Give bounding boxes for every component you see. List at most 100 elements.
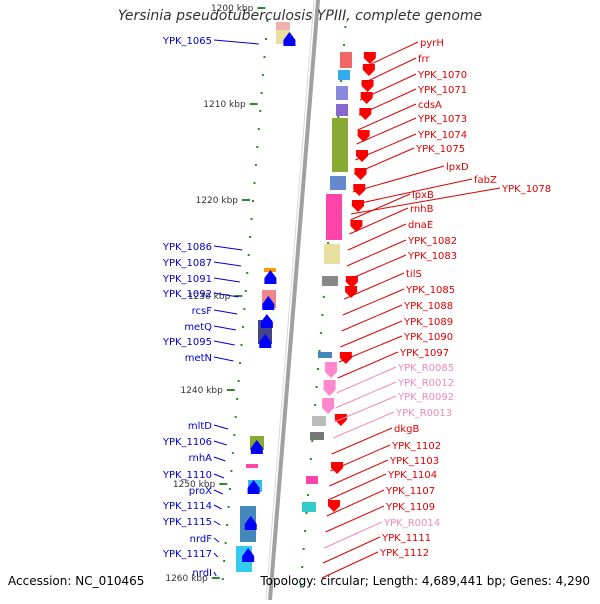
left-gene-label: YPK_1115 bbox=[162, 517, 212, 528]
right-gene-label: dkgB bbox=[394, 424, 419, 435]
right-guide-dot bbox=[319, 332, 322, 334]
right-gene-label: cdsA bbox=[418, 100, 442, 111]
forward-gene-arrow bbox=[262, 296, 275, 304]
left-guide-dot bbox=[264, 38, 267, 40]
left-gene-leader bbox=[213, 325, 237, 331]
left-guide-dot bbox=[221, 578, 224, 580]
right-guide-dot bbox=[305, 512, 308, 514]
left-gene-label: YPK_1091 bbox=[162, 274, 212, 285]
forward-gene-arrow bbox=[283, 32, 296, 40]
reverse-gene-arrow-body bbox=[357, 130, 370, 136]
right-guide-dot bbox=[311, 440, 314, 442]
right-gene-label: frr bbox=[418, 54, 430, 65]
right-gene-label: YPK_1089 bbox=[403, 317, 453, 328]
left-gene-label: YPK_1117 bbox=[162, 549, 212, 560]
reverse-gene-arrow bbox=[334, 420, 347, 426]
reverse-gene-arrow bbox=[354, 174, 367, 180]
left-guide-dot bbox=[247, 254, 250, 256]
right-guide-dot bbox=[340, 80, 343, 82]
reverse-gene-arrow bbox=[350, 226, 363, 232]
reverse-gene-arrow-body bbox=[339, 352, 352, 358]
left-gene-label: nrdI bbox=[192, 568, 212, 579]
left-gene-leader bbox=[213, 424, 229, 430]
right-gene-leader bbox=[331, 427, 393, 455]
left-guide-dot bbox=[227, 506, 230, 508]
right-gene-leader bbox=[361, 57, 417, 85]
right-gene-label: fabZ bbox=[474, 175, 497, 186]
right-gene-label: lpxB bbox=[412, 190, 434, 201]
left-guide-dot bbox=[236, 398, 239, 400]
left-gene-leader bbox=[213, 277, 240, 283]
left-gene-label: mltD bbox=[188, 421, 212, 432]
left-gene-leader bbox=[213, 340, 235, 346]
right-guide-dot bbox=[302, 548, 305, 550]
left-guide-dot bbox=[243, 308, 246, 310]
left-gene-label: nrdF bbox=[190, 534, 213, 545]
forward-gene-arrow bbox=[259, 334, 272, 342]
left-gene-label: YPK_1087 bbox=[162, 258, 212, 269]
right-guide-dot bbox=[337, 116, 340, 118]
right-guide-dot bbox=[317, 368, 320, 370]
forward-gene-arrow-body bbox=[244, 524, 257, 530]
reverse-feature-block bbox=[324, 244, 340, 264]
rna-gene-label: YPK_R0014 bbox=[383, 518, 440, 529]
right-gene-leader bbox=[324, 521, 383, 549]
left-gene-leader bbox=[213, 39, 259, 45]
reverse-gene-arrow-body bbox=[331, 462, 344, 468]
right-gene-label: YPK_1112 bbox=[379, 548, 429, 559]
genome-backbone bbox=[268, 0, 320, 601]
right-gene-label: YPK_1075 bbox=[415, 144, 465, 155]
left-guide-dot bbox=[253, 182, 256, 184]
right-gene-label: tilS bbox=[406, 269, 422, 280]
reverse-gene-arrow bbox=[360, 98, 373, 104]
rna-gene-label: YPK_R0092 bbox=[397, 392, 454, 403]
right-gene-leader bbox=[334, 395, 397, 423]
reverse-feature-block bbox=[318, 352, 332, 358]
right-gene-leader bbox=[322, 536, 381, 564]
rna-feature-arrow bbox=[323, 390, 336, 396]
reverse-gene-arrow bbox=[352, 206, 364, 212]
map-title: Yersinia pseudotuberculosis YPIII, compl… bbox=[117, 8, 483, 24]
right-gene-leader bbox=[355, 133, 417, 161]
right-gene-leader bbox=[358, 88, 417, 116]
left-guide-dot bbox=[234, 416, 237, 418]
right-gene-label: YPK_1107 bbox=[385, 486, 435, 497]
right-gene-label: YPK_1103 bbox=[389, 456, 439, 467]
forward-gene-arrow bbox=[244, 516, 257, 524]
accession-text: Accession: NC_010465 bbox=[8, 574, 145, 588]
right-gene-leader bbox=[325, 505, 385, 533]
right-gene-leader bbox=[351, 178, 473, 206]
right-gene-leader bbox=[341, 304, 403, 332]
reverse-gene-arrow bbox=[328, 506, 340, 512]
rna-feature-arrow-body bbox=[323, 380, 336, 390]
right-gene-label: YPK_1088 bbox=[403, 301, 453, 312]
reverse-gene-arrow-body bbox=[360, 92, 373, 98]
forward-gene-arrow-body bbox=[242, 556, 255, 562]
right-guide-dot bbox=[342, 44, 345, 46]
forward-gene-arrow bbox=[247, 480, 260, 488]
right-gene-leader bbox=[326, 489, 385, 517]
right-gene-leader bbox=[340, 320, 403, 348]
left-gene-leader bbox=[213, 309, 238, 315]
left-guide-dot bbox=[237, 380, 240, 382]
right-gene-leader bbox=[347, 223, 407, 251]
left-gene-label: proX bbox=[189, 486, 212, 497]
right-gene-label: rnhB bbox=[410, 204, 434, 215]
right-gene-label: YPK_1071 bbox=[417, 85, 467, 96]
right-gene-leader bbox=[349, 207, 409, 235]
reverse-gene-arrow-body bbox=[359, 108, 372, 114]
right-gene-label: YPK_1078 bbox=[501, 184, 551, 195]
forward-gene-arrow-body bbox=[259, 342, 272, 348]
left-guide-dot bbox=[226, 524, 229, 526]
left-gene-leader bbox=[213, 356, 234, 362]
reverse-gene-arrow bbox=[356, 156, 368, 162]
right-gene-leader bbox=[352, 165, 445, 193]
left-guide-dot bbox=[223, 560, 226, 562]
right-guide-dot bbox=[304, 530, 307, 532]
right-gene-leader bbox=[356, 117, 417, 145]
left-gene-label: YPK_1065 bbox=[162, 36, 212, 47]
right-gene-label: YPK_1070 bbox=[417, 70, 467, 81]
right-gene-leader bbox=[359, 73, 417, 101]
